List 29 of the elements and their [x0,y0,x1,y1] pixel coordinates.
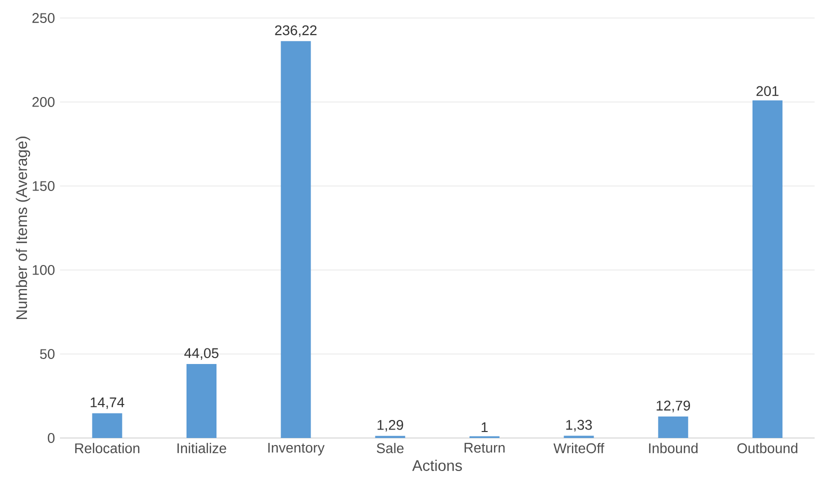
x-tick-label: Initialize [178,442,226,454]
data-label: 1 [482,422,488,432]
data-label: 201 [756,86,778,96]
bar [658,416,688,438]
bar [752,100,782,438]
y-tick-label: 150 [32,181,55,191]
x-tick-label: Inventory [268,442,325,456]
data-label: 14,74 [90,398,124,409]
y-tick-label: 50 [40,349,55,359]
y-tick-label: 100 [32,265,55,275]
y-axis-title: Number of Items (Average) [16,136,30,320]
bar [186,364,217,438]
data-label: 1,29 [378,420,404,432]
data-label: 12,79 [656,400,690,412]
data-label: 1,33 [566,420,592,432]
data-label: 44,05 [184,348,218,360]
x-tick-label: Relocation [75,442,140,454]
x-tick-label: Inbound [649,442,698,454]
y-tick-label: 0 [48,433,55,443]
x-tick-label: Outbound [737,442,798,454]
x-axis-title: Actions [412,460,462,471]
data-label: 236,22 [275,25,317,37]
x-tick-label: Sale [376,442,404,454]
bar [92,413,122,438]
x-tick-label: WriteOff [553,442,604,454]
y-tick-label: 250 [32,13,55,23]
y-tick-label: 200 [32,97,55,107]
x-tick-label: Return [464,442,505,453]
bar [280,41,311,438]
